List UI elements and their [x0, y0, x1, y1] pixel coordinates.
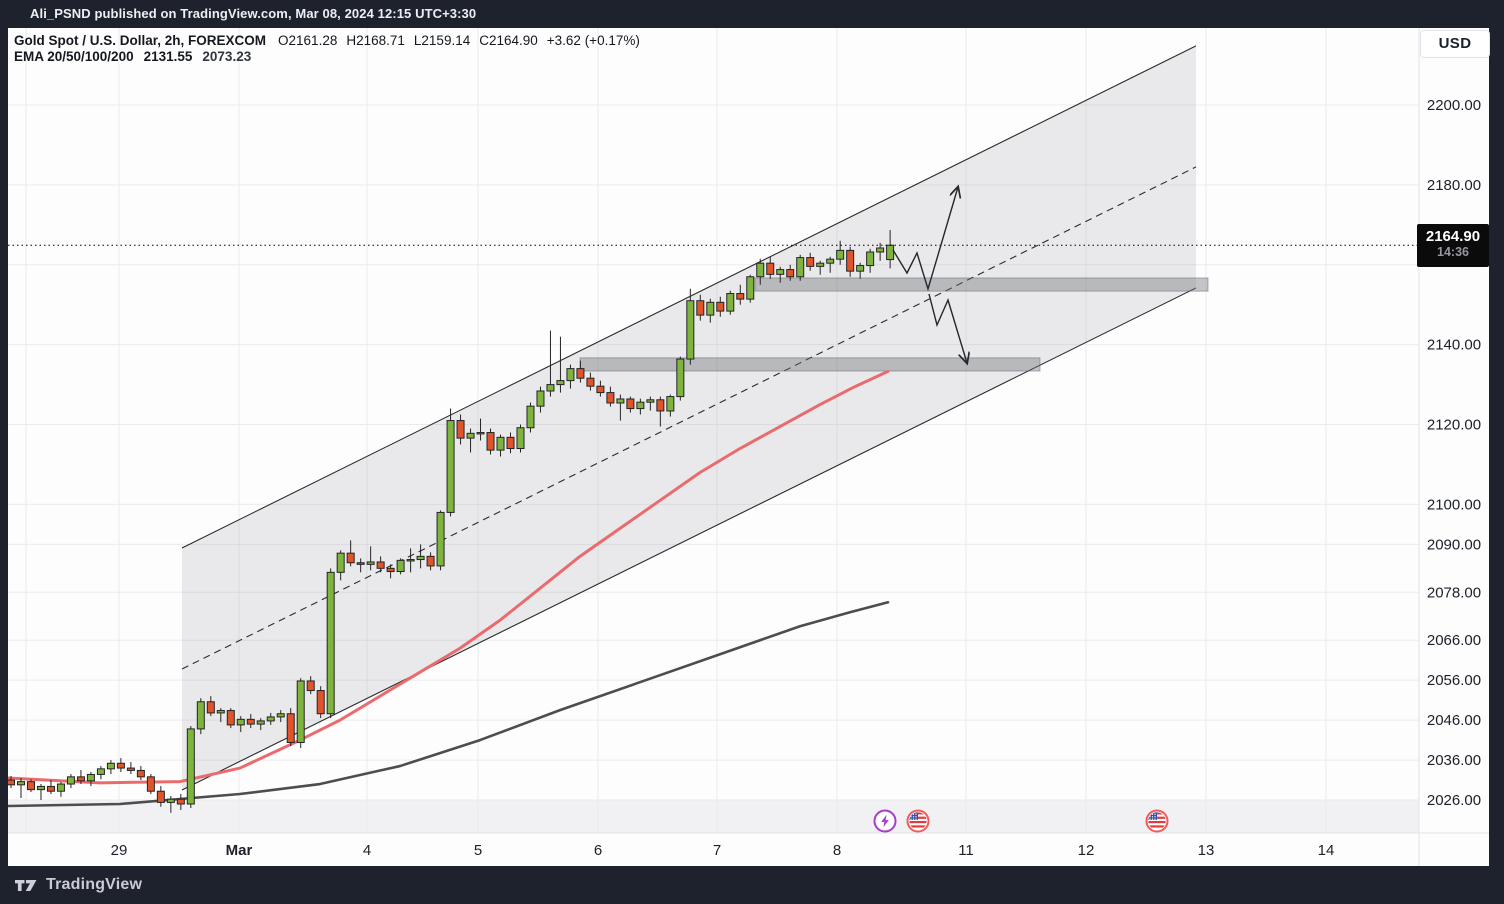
projection-arrows[interactable]: [892, 187, 967, 363]
price-tick-label: 2026.00: [1427, 792, 1481, 809]
price-axis[interactable]: 2200.00 2180.00 2140.00 2120.00 2100.00 2090.…: [1427, 97, 1481, 809]
price-tick-label: 2090.00: [1427, 536, 1481, 553]
ema-line-gray: [6, 600, 890, 808]
currency-toggle-button[interactable]: USD: [1420, 30, 1490, 58]
axis-separators: [8, 28, 1489, 866]
price-tick-label: 2180.00: [1427, 177, 1481, 194]
publish-bar: Ali_PSND published on TradingView.com, M…: [0, 0, 1504, 28]
price-tick-label: 2100.00: [1427, 496, 1481, 513]
candlestick-series: [7, 230, 895, 813]
event-markers[interactable]: [873, 809, 1169, 833]
ema-line-red: [6, 369, 890, 785]
time-tick-label: 11: [958, 842, 974, 859]
time-tick-label: 5: [474, 842, 482, 859]
time-tick-label: 6: [594, 842, 602, 859]
time-tick-label: 14: [1318, 842, 1335, 859]
publish-text: Ali_PSND published on TradingView.com, M…: [30, 6, 477, 21]
event-us-flag-icon[interactable]: [906, 809, 930, 833]
chart-canvas[interactable]: 2200.00 2180.00 2140.00 2120.00 2100.00 2090.…: [6, 28, 1489, 866]
time-axis[interactable]: 29 Mar 4 5 6 7 8 11 12 13 14: [111, 842, 1335, 859]
trend-channel[interactable]: [181, 45, 1197, 791]
tradingview-logo[interactable]: [14, 876, 38, 894]
time-tick-label: 29: [111, 842, 128, 859]
footer-brand[interactable]: TradingView: [46, 876, 143, 893]
price-tick-label: 2140.00: [1427, 337, 1481, 354]
price-tick-label: 2066.00: [1427, 632, 1481, 649]
price-tick-label: 2200.00: [1427, 97, 1481, 114]
event-lightning-icon[interactable]: [873, 809, 897, 833]
bar-countdown: 14:36: [1437, 245, 1469, 259]
price-tick-label: 2046.00: [1427, 712, 1481, 729]
price-zones[interactable]: [579, 277, 1209, 372]
price-tick-label: 2036.00: [1427, 752, 1481, 769]
time-tick-label: 13: [1198, 842, 1215, 859]
grid: [8, 28, 1419, 833]
chart-area: 2200.00 2180.00 2140.00 2120.00 2100.00 2090.…: [6, 28, 1490, 866]
event-us-flag-icon[interactable]: [1145, 809, 1169, 833]
current-price-badge: 2164.90 14:36: [1417, 224, 1489, 267]
footer-bar: TradingView: [0, 866, 1504, 904]
current-price-value: 2164.90: [1425, 228, 1481, 245]
price-tick-label: 2120.00: [1427, 417, 1481, 434]
time-tick-label: 8: [833, 842, 841, 859]
time-tick-label: 4: [363, 842, 371, 859]
chart-background: [8, 28, 1489, 866]
time-tick-label: Mar: [226, 842, 253, 859]
time-tick-label: 12: [1078, 842, 1095, 859]
price-tick-label: 2056.00: [1427, 672, 1481, 689]
time-tick-label: 7: [713, 842, 721, 859]
price-tick-label: 2078.00: [1427, 584, 1481, 601]
